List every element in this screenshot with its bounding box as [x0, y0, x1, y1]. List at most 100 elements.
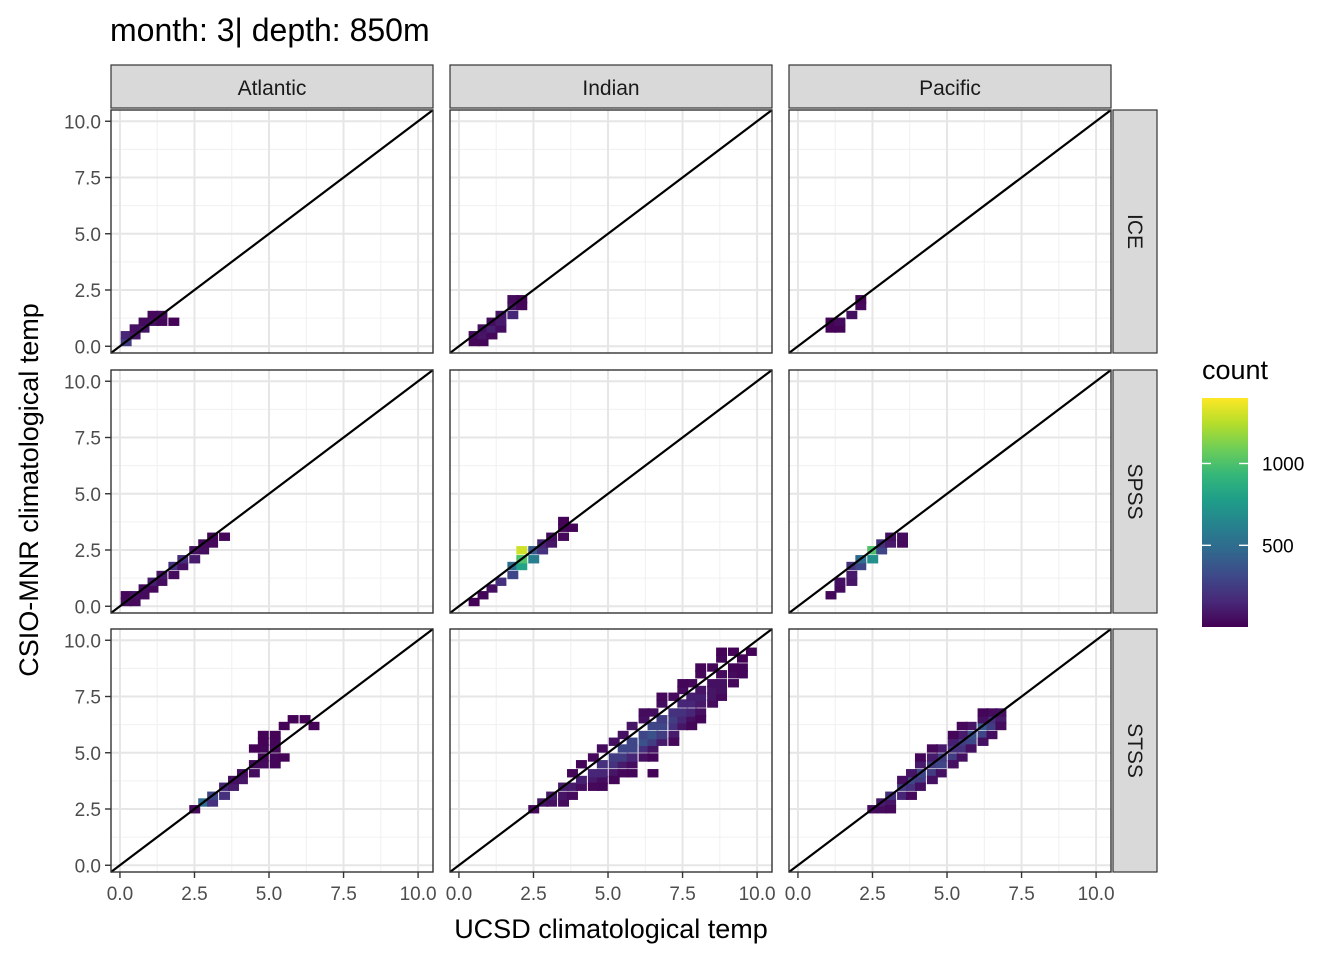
heatmap-bin	[486, 324, 498, 333]
heatmap-bin	[269, 730, 281, 740]
heatmap-bin	[716, 685, 728, 695]
facet-strip-label: STSS	[1123, 723, 1146, 778]
heatmap-bin	[707, 663, 719, 672]
y-tick-label: 2.5	[75, 541, 101, 562]
heatmap-bin	[558, 798, 570, 807]
heatmap-bin	[156, 317, 168, 326]
heatmap-bin	[906, 782, 917, 791]
y-tick-label: 7.5	[75, 688, 101, 709]
y-tick-label: 10.0	[64, 631, 101, 652]
facet-strip-stss: STSS	[1112, 628, 1158, 873]
heatmap-bin	[608, 760, 620, 769]
y-tick-label: 0.0	[75, 597, 101, 618]
heatmap-bin	[477, 337, 489, 347]
facet-strip-ice: ICE	[1112, 109, 1158, 354]
heatmap-bin	[897, 539, 909, 548]
heatmap-bin	[587, 782, 599, 791]
x-tick-label: 5.0	[934, 884, 960, 905]
heatmap-bin	[287, 715, 299, 724]
heatmap-bin	[686, 699, 698, 708]
heatmap-bin	[745, 647, 757, 656]
heatmap-bin	[626, 737, 638, 746]
x-tick-label: 10.0	[1078, 884, 1115, 905]
heatmap-bin	[486, 331, 498, 340]
legend-title: count	[1202, 355, 1269, 385]
heatmap-bin	[138, 591, 150, 600]
y-tick-label: 5.0	[75, 744, 101, 765]
panel-border	[110, 369, 434, 614]
heatmap-bin	[926, 775, 938, 785]
y-tick-label: 7.5	[75, 169, 101, 190]
heatmap-bin	[947, 730, 959, 740]
heatmap-bin	[507, 570, 519, 580]
heatmap-bin	[638, 753, 650, 762]
identity-line	[449, 369, 773, 614]
x-tick-label: 7.5	[1008, 884, 1034, 905]
heatmap-bin	[656, 730, 668, 740]
heatmap-bin	[608, 737, 620, 746]
heatmap-bin	[695, 715, 707, 724]
heatmap-bin	[120, 331, 132, 340]
heatmap-bin	[596, 744, 608, 753]
heatmap-bin	[567, 791, 578, 800]
heatmap-bin	[977, 708, 989, 717]
panel-pacific-spss	[788, 369, 1112, 614]
heatmap-bin	[507, 310, 519, 320]
heatmap-bin	[914, 782, 926, 791]
heatmap-bin	[147, 584, 159, 593]
heatmap-bin	[977, 737, 989, 746]
heatmap-bin	[935, 760, 947, 769]
x-tick-label: 2.5	[859, 884, 885, 905]
heatmap-bin	[567, 782, 578, 791]
identity-line	[110, 628, 434, 873]
heatmap-bin	[248, 744, 260, 753]
heatmap-bin	[546, 798, 558, 807]
heatmap-bin	[695, 692, 707, 701]
count-legend: count 500 1000	[1202, 355, 1304, 627]
heatmap-bin	[656, 737, 668, 746]
heatmap-bin	[516, 546, 528, 555]
heatmap-bin	[716, 679, 728, 688]
heatmap-bin	[686, 692, 698, 701]
heatmap-bin	[668, 721, 680, 731]
heatmap-bin	[728, 663, 739, 672]
panel-border	[788, 628, 1112, 873]
facet-strip-spss: SPSS	[1112, 369, 1158, 614]
heatmap-bin	[198, 546, 210, 555]
heatmap-bin	[638, 715, 650, 724]
heatmap-bin	[495, 317, 507, 326]
heatmap-bin	[626, 753, 638, 762]
heatmap-bin	[885, 539, 897, 548]
heatmap-bin	[716, 647, 728, 656]
heatmap-bin	[596, 769, 608, 778]
y-tick-label: 10.0	[64, 372, 101, 393]
heatmap-bin	[855, 561, 867, 571]
facet-strip-label: Pacific	[919, 77, 981, 100]
heatmap-bin	[834, 317, 846, 326]
heatmap-bin	[686, 715, 698, 724]
heatmap-bin	[695, 685, 707, 695]
heatmap-bin	[236, 775, 248, 785]
x-tick-label: 0.0	[785, 884, 811, 905]
heatmap-bin	[965, 744, 977, 753]
heatmap-bin	[647, 721, 659, 731]
heatmap-bin	[965, 721, 977, 731]
heatmap-bin	[596, 760, 608, 769]
y-tick-label: 7.5	[75, 429, 101, 450]
heatmap-bin	[477, 331, 489, 340]
heatmap-bin	[468, 337, 480, 347]
panel-atlantic-ice: 0.0 2.5 5.0 7.5 10.0	[64, 109, 434, 358]
y-tick-label: 5.0	[75, 485, 101, 506]
heatmap-bin	[716, 654, 728, 663]
heatmap-bin	[558, 532, 570, 541]
heatmap-bin	[587, 769, 599, 778]
heatmap-bin	[914, 775, 926, 785]
heatmap-bin	[956, 721, 968, 731]
identity-line	[110, 109, 434, 354]
heatmap-bin	[707, 699, 719, 708]
identity-line	[110, 369, 434, 614]
y-tick-label: 0.0	[75, 337, 101, 358]
heatmap-bin	[647, 753, 659, 762]
heatmap-bin	[558, 791, 570, 800]
heatmap-bin	[686, 721, 698, 731]
